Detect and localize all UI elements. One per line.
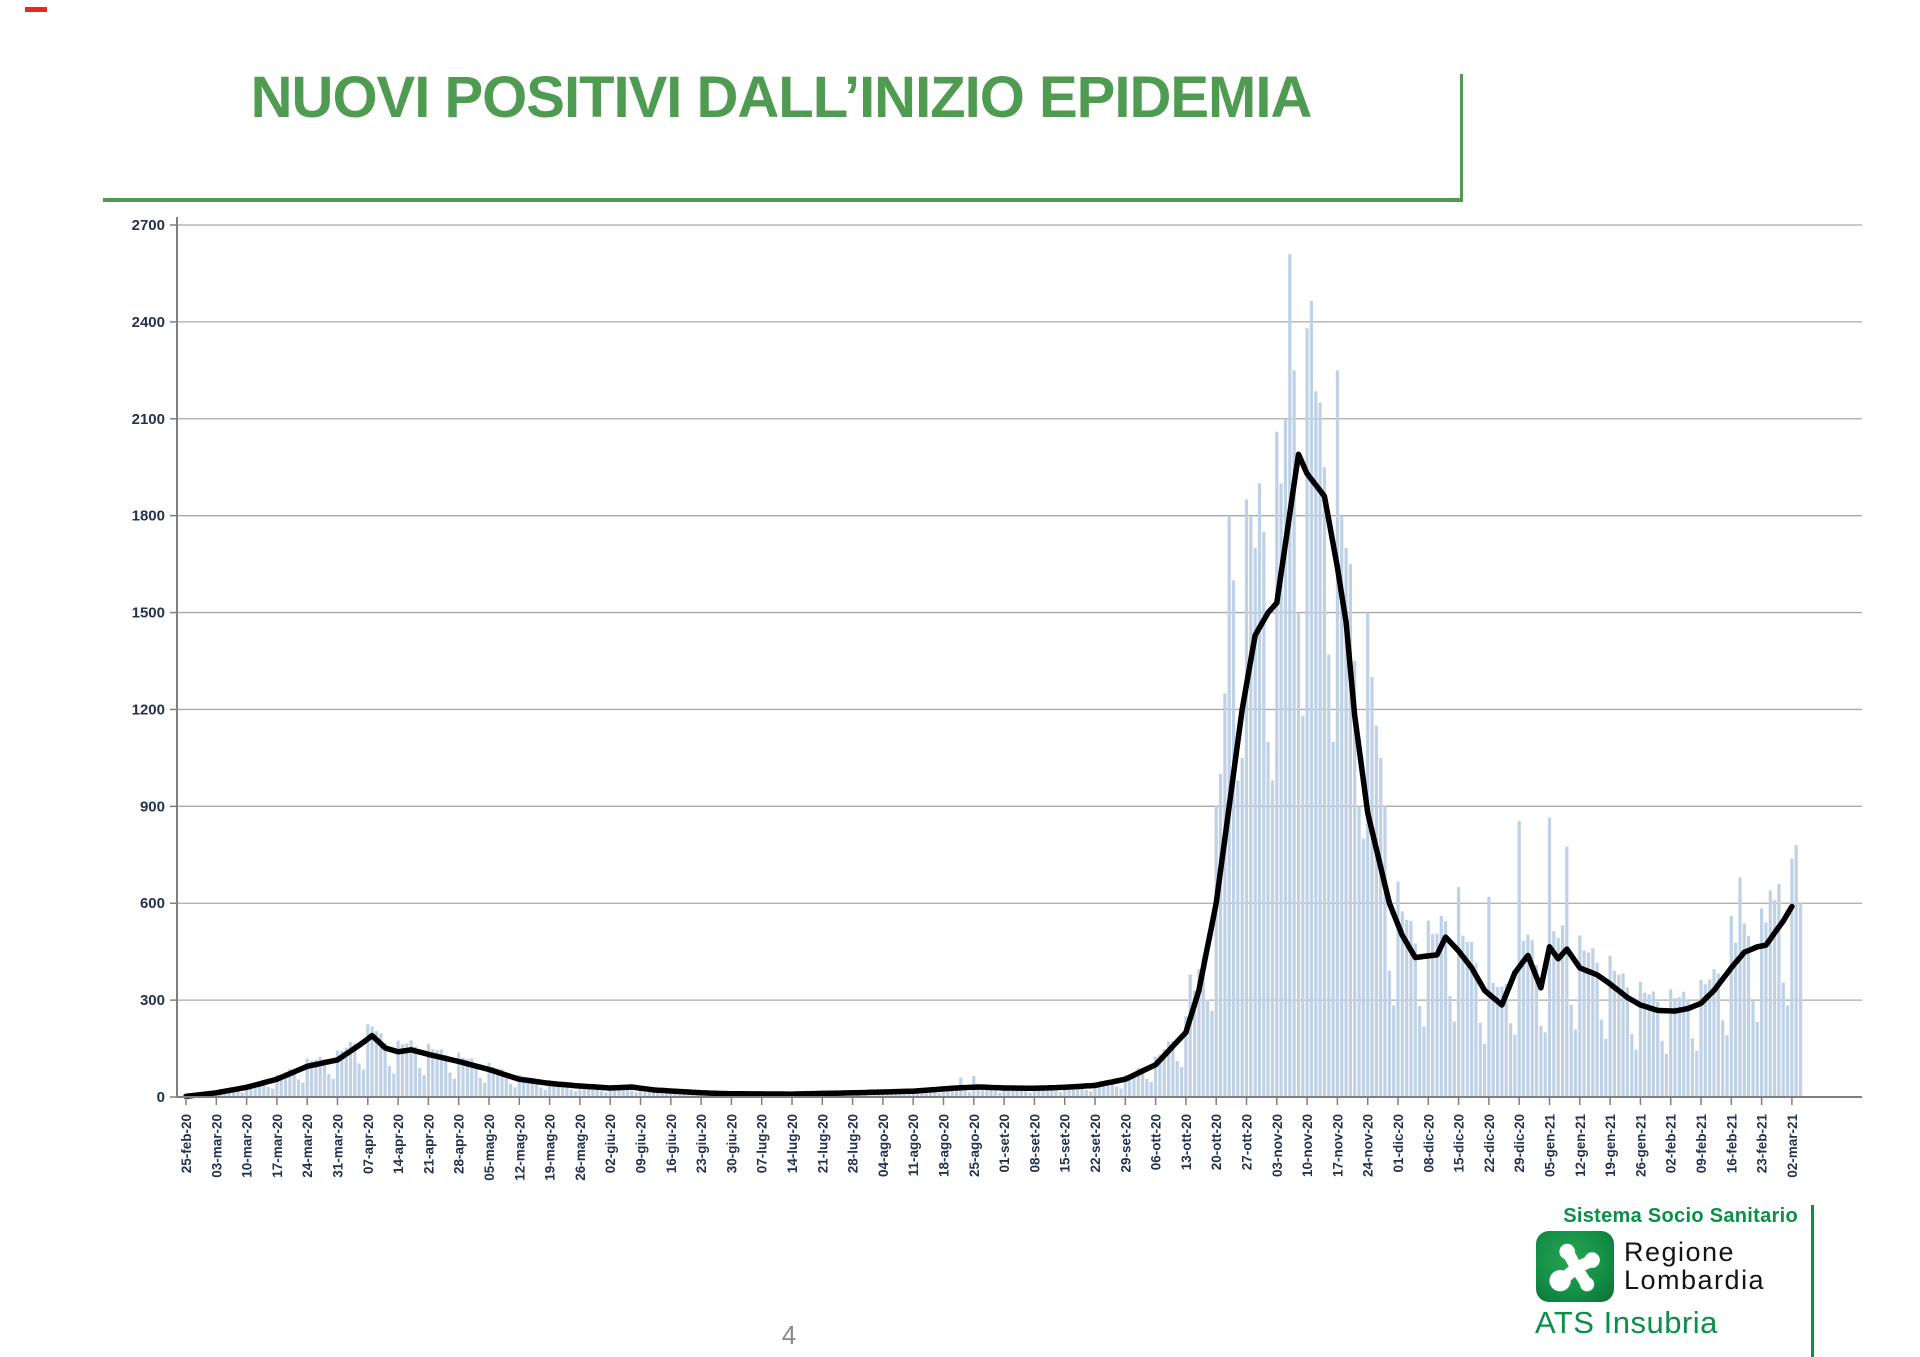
svg-text:08-set-20: 08-set-20 (1027, 1114, 1042, 1173)
y-grid: 0 300 600 900 1200 1500 1800 2100 2400 2700 (132, 217, 1862, 1106)
svg-text:05-mag-20: 05-mag-20 (482, 1114, 497, 1181)
sistema-socio-sanitario-label: Sistema Socio Sanitario (1563, 1205, 1798, 1227)
title-wrap: NUOVI POSITIVI DALL’INIZIO EPIDEMIA (100, 64, 1462, 131)
rosa-camuna-icon (1549, 1243, 1600, 1292)
svg-text:09-feb-21: 09-feb-21 (1694, 1114, 1709, 1174)
svg-text:25-ago-20: 25-ago-20 (967, 1114, 982, 1177)
svg-text:10-mar-20: 10-mar-20 (240, 1114, 255, 1178)
svg-text:23-feb-21: 23-feb-21 (1755, 1114, 1770, 1174)
svg-text:24-nov-20: 24-nov-20 (1361, 1114, 1376, 1177)
svg-text:26-gen-21: 26-gen-21 (1633, 1114, 1648, 1178)
svg-text:28-apr-20: 28-apr-20 (452, 1114, 467, 1174)
page-number: 4 (781, 1320, 797, 1350)
svg-text:05-gen-21: 05-gen-21 (1543, 1114, 1558, 1178)
svg-text:18-ago-20: 18-ago-20 (937, 1114, 952, 1177)
svg-text:14-apr-20: 14-apr-20 (391, 1114, 406, 1174)
chart-svg: 0 300 600 900 1200 1500 1800 2100 2400 2700 25-feb… (132, 217, 1862, 1181)
regione-lombardia-logo (1536, 1231, 1614, 1302)
svg-text:16-feb-21: 16-feb-21 (1724, 1114, 1739, 1174)
svg-text:24-mar-20: 24-mar-20 (300, 1114, 315, 1178)
svg-text:27-ott-20: 27-ott-20 (1240, 1114, 1255, 1170)
svg-text:19-gen-21: 19-gen-21 (1603, 1114, 1618, 1178)
svg-text:21-apr-20: 21-apr-20 (421, 1114, 436, 1174)
svg-text:20-ott-20: 20-ott-20 (1209, 1114, 1224, 1170)
svg-text:14-lug-20: 14-lug-20 (785, 1114, 800, 1173)
svg-text:03-nov-20: 03-nov-20 (1270, 1114, 1285, 1177)
svg-text:01-set-20: 01-set-20 (997, 1114, 1012, 1173)
svg-text:02-giu-20: 02-giu-20 (603, 1114, 618, 1173)
svg-text:26-mag-20: 26-mag-20 (573, 1114, 588, 1181)
svg-text:07-apr-20: 07-apr-20 (361, 1114, 376, 1174)
svg-text:02-mar-21: 02-mar-21 (1785, 1114, 1800, 1178)
ats-insubria-label: ATS Insubria (1535, 1305, 1718, 1340)
svg-text:0: 0 (157, 1089, 165, 1106)
svg-text:30-giu-20: 30-giu-20 (724, 1114, 739, 1173)
svg-text:31-mar-20: 31-mar-20 (331, 1114, 346, 1178)
svg-text:300: 300 (140, 992, 165, 1009)
moving-average-line (183, 451, 1795, 1100)
svg-text:21-lug-20: 21-lug-20 (815, 1114, 830, 1173)
svg-text:17-nov-20: 17-nov-20 (1330, 1114, 1345, 1177)
svg-text:02-feb-21: 02-feb-21 (1664, 1114, 1679, 1174)
regione-lombardia-wordmark: Regione Lombardia (1624, 1238, 1765, 1294)
svg-text:03-mar-20: 03-mar-20 (209, 1114, 224, 1178)
svg-text:1200: 1200 (132, 701, 165, 718)
red-dash-mark (25, 7, 47, 12)
svg-text:08-dic-20: 08-dic-20 (1421, 1114, 1436, 1173)
svg-text:16-giu-20: 16-giu-20 (664, 1114, 679, 1173)
svg-text:07-lug-20: 07-lug-20 (755, 1114, 770, 1173)
svg-text:900: 900 (140, 798, 165, 815)
footer-right-border (1811, 1205, 1814, 1357)
svg-text:06-ott-20: 06-ott-20 (1149, 1114, 1164, 1170)
svg-text:29-dic-20: 29-dic-20 (1512, 1114, 1527, 1173)
svg-text:2700: 2700 (132, 217, 165, 234)
svg-text:17-mar-20: 17-mar-20 (270, 1114, 285, 1178)
regione-line1: Regione (1624, 1237, 1736, 1267)
svg-text:22-set-20: 22-set-20 (1088, 1114, 1103, 1173)
svg-text:10-nov-20: 10-nov-20 (1300, 1114, 1315, 1177)
x-axis-labels: 25-feb-20 03-mar-20 10-mar-20 17-mar-20 24-m… (179, 1097, 1800, 1181)
svg-text:01-dic-20: 01-dic-20 (1391, 1114, 1406, 1173)
svg-text:2100: 2100 (132, 411, 165, 428)
title-underline (103, 198, 1463, 202)
svg-text:28-lug-20: 28-lug-20 (846, 1114, 861, 1173)
svg-text:13-ott-20: 13-ott-20 (1179, 1114, 1194, 1170)
svg-text:23-giu-20: 23-giu-20 (694, 1114, 709, 1173)
svg-text:600: 600 (140, 895, 165, 912)
svg-text:09-giu-20: 09-giu-20 (634, 1114, 649, 1173)
svg-text:11-ago-20: 11-ago-20 (906, 1114, 921, 1176)
svg-text:15-set-20: 15-set-20 (1058, 1114, 1073, 1173)
svg-text:04-ago-20: 04-ago-20 (876, 1114, 891, 1177)
svg-text:2400: 2400 (132, 314, 165, 331)
svg-text:29-set-20: 29-set-20 (1118, 1114, 1133, 1173)
svg-text:22-dic-20: 22-dic-20 (1482, 1114, 1497, 1173)
svg-text:12-gen-21: 12-gen-21 (1573, 1114, 1588, 1178)
svg-text:15-dic-20: 15-dic-20 (1452, 1114, 1467, 1173)
svg-text:25-feb-20: 25-feb-20 (179, 1114, 194, 1173)
page-title: NUOVI POSITIVI DALL’INIZIO EPIDEMIA (250, 65, 1313, 130)
svg-text:1800: 1800 (132, 508, 165, 525)
svg-text:12-mag-20: 12-mag-20 (512, 1114, 527, 1181)
svg-text:19-mag-20: 19-mag-20 (543, 1114, 558, 1181)
regione-line2: Lombardia (1624, 1265, 1766, 1295)
svg-text:1500: 1500 (132, 605, 165, 622)
title-right-border (1460, 74, 1463, 202)
daily-bars (184, 254, 1803, 1098)
